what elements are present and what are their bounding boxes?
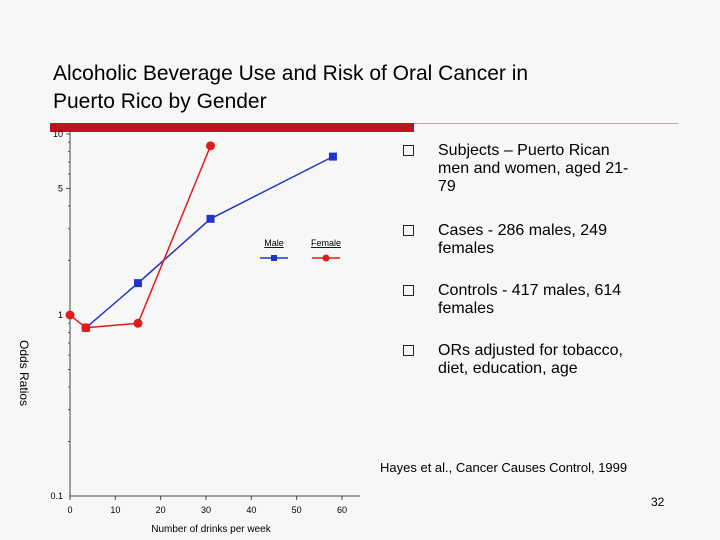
bullet-box-icon — [403, 145, 414, 156]
female-data-point — [65, 310, 75, 320]
x-ticks: 0 10 20 30 40 50 60 — [67, 496, 347, 515]
x-tick-label: 0 — [67, 505, 72, 515]
legend: Male Female — [260, 238, 341, 262]
series-layer — [65, 141, 337, 333]
male-data-point — [134, 279, 142, 288]
male-series-line — [85, 155, 334, 329]
female-data-point — [81, 323, 91, 333]
slide-number: 32 — [651, 495, 665, 509]
y-minor-ticks — [66, 133, 70, 443]
female-data-point — [133, 318, 143, 328]
male-data-point — [328, 152, 337, 161]
title-line-1: Alcoholic Beverage Use and Risk of Oral … — [53, 62, 529, 85]
x-tick-label: 10 — [110, 505, 120, 515]
bullet-box-icon — [403, 285, 414, 296]
y-tick-label: 0.1 — [50, 491, 63, 501]
bullet-controls: Controls - 417 males, 614 females — [402, 282, 672, 318]
y-tick-label: 10 — [53, 129, 63, 139]
female-data-point — [206, 141, 216, 151]
bullet-cases: Cases - 286 males, 249 females — [402, 222, 672, 258]
y-tick-label: 5 — [58, 183, 63, 193]
legend-label-male: Male — [264, 238, 284, 248]
x-tick-label: 20 — [156, 505, 166, 515]
title-accent-bar — [50, 123, 414, 132]
title-line-2: Puerto Rico by Gender — [53, 90, 267, 113]
citation: Hayes et al., Cancer Causes Control, 199… — [380, 460, 628, 475]
y-tick-label: 1 — [58, 310, 63, 320]
x-axis-label: Number of drinks per week — [151, 524, 271, 535]
legend-marker-female — [322, 254, 330, 262]
x-tick-label: 40 — [246, 505, 256, 515]
bullet-box-icon — [403, 345, 414, 356]
y-tick-labels: 0.1 1 5 10 — [50, 129, 63, 501]
slide-title: Alcoholic Beverage Use and Risk of Oral … — [53, 60, 653, 116]
male-data-point — [206, 214, 215, 223]
bullet-adjustment: ORs adjusted for tobacco, diet, educatio… — [402, 342, 672, 378]
bullet-subjects: Subjects – Puerto Rican men and women, a… — [402, 142, 672, 196]
legend-label-female: Female — [311, 238, 341, 248]
x-tick-label: 50 — [292, 505, 302, 515]
legend-marker-male — [271, 255, 277, 261]
bullet-box-icon — [403, 225, 414, 236]
odds-ratio-chart: 0.1 1 5 10 0 10 20 30 40 50 60 Odds Ratios Number… — [17, 129, 360, 535]
y-axis-label: Odds Ratios — [17, 340, 31, 406]
bullet-list: Subjects – Puerto Rican men and women, a… — [402, 140, 672, 378]
x-tick-label: 30 — [201, 505, 211, 515]
x-tick-label: 60 — [337, 505, 347, 515]
female-series-line — [69, 145, 212, 329]
